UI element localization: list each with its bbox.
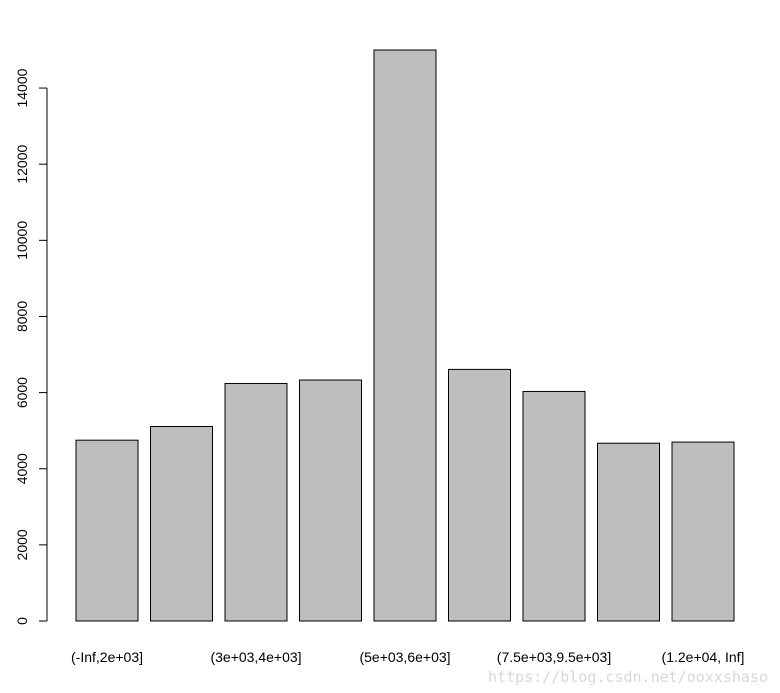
bar	[671, 441, 735, 622]
x-tick-label: (3e+03,4e+03]	[210, 649, 301, 665]
x-tick-label: (-Inf,2e+03]	[71, 649, 143, 665]
y-tick-label: 0	[14, 617, 30, 625]
y-tick-label: 4000	[14, 453, 30, 484]
bar	[224, 382, 288, 622]
y-tick-label: 14000	[14, 68, 30, 107]
x-tick-label: (1.2e+04, Inf]	[662, 649, 745, 665]
x-tick-label: (7.5e+03,9.5e+03]	[497, 649, 611, 665]
bars	[75, 49, 735, 622]
y-tick-label: 10000	[14, 221, 30, 260]
y-tick-label: 8000	[14, 301, 30, 332]
bar	[299, 379, 362, 622]
x-tick-label: (5e+03,6e+03]	[359, 649, 450, 665]
bar	[522, 390, 586, 622]
bar	[150, 425, 213, 622]
x-axis-labels: (-Inf,2e+03] (3e+03,4e+03] (5e+03,6e+03] (7…	[71, 649, 744, 665]
y-tick-label: 2000	[14, 529, 30, 560]
watermark: https://blog.csdn.net/ooxxshaso	[488, 668, 768, 686]
bar	[75, 439, 139, 622]
bar	[448, 368, 511, 622]
y-axis: 0 2000 4000 6000 8000 10000 12000 14000	[14, 68, 48, 625]
bar	[597, 442, 660, 622]
y-tick-label: 12000	[14, 145, 30, 184]
bar	[373, 49, 437, 622]
y-tick-label: 6000	[14, 377, 30, 408]
